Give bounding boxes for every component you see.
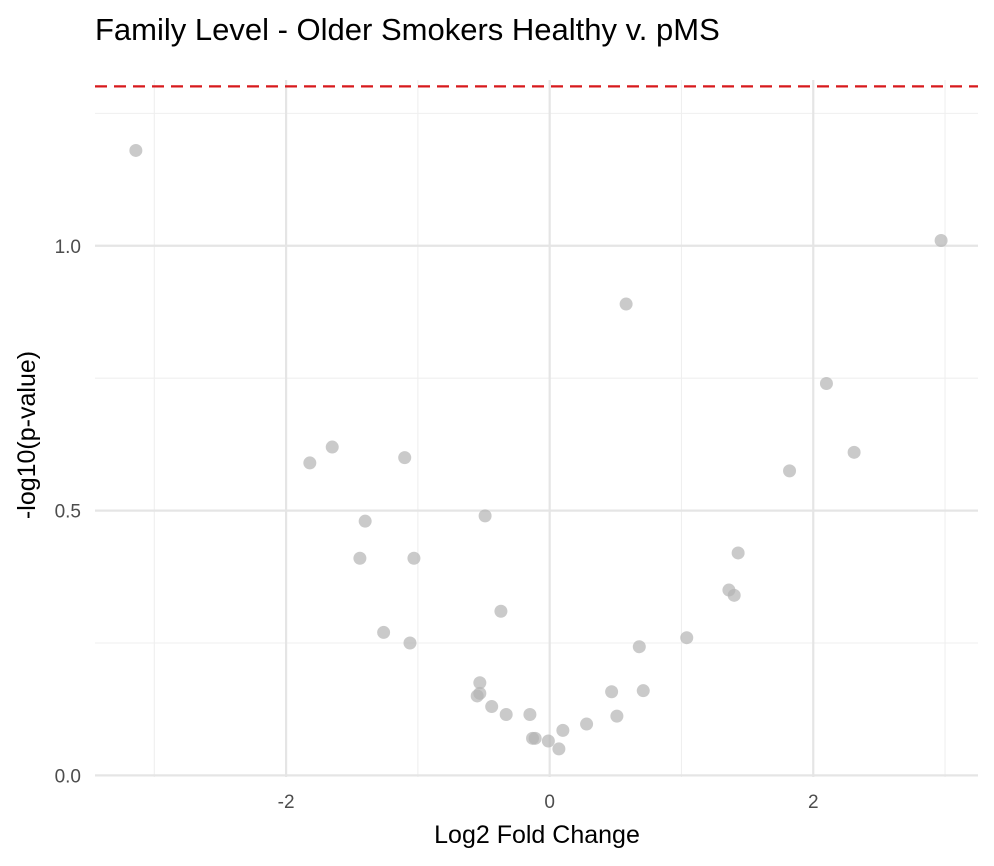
data-point <box>473 676 487 690</box>
data-point <box>303 456 317 470</box>
major-grid <box>95 80 978 777</box>
data-point <box>636 684 650 698</box>
data-point <box>632 640 646 654</box>
data-point <box>556 723 570 737</box>
y-tick-label: 0.0 <box>55 766 81 787</box>
data-point <box>610 709 624 723</box>
data-point <box>727 588 741 602</box>
data-point <box>552 742 566 756</box>
data-point <box>580 717 594 731</box>
data-point <box>605 685 619 699</box>
data-point <box>377 625 391 639</box>
data-point <box>783 464 797 478</box>
data-point <box>934 233 948 247</box>
x-tick-label: 0 <box>544 792 555 813</box>
y-tick-label: 1.0 <box>55 237 81 258</box>
data-point <box>619 297 633 311</box>
y-tick-label: 0.5 <box>55 502 81 523</box>
data-point <box>407 551 421 565</box>
data-point <box>528 731 542 745</box>
data-point <box>523 708 537 722</box>
chart-title: Family Level - Older Smokers Healthy v. … <box>95 12 720 47</box>
x-tick-labels: -2 0 2 <box>278 792 819 813</box>
data-point <box>731 546 745 560</box>
x-tick-label: 2 <box>808 792 819 813</box>
data-point <box>680 631 694 645</box>
data-point <box>398 451 412 465</box>
y-tick-labels: 0.0 0.5 1.0 <box>55 237 81 788</box>
y-axis-label: -log10(p-value) <box>13 351 41 519</box>
data-point <box>403 636 417 650</box>
data-point <box>358 514 372 528</box>
x-tick-label: -2 <box>278 792 295 813</box>
data-point <box>494 604 508 618</box>
data-point <box>499 708 513 722</box>
data-point <box>129 143 143 157</box>
x-axis-label: Log2 Fold Change <box>434 821 640 849</box>
data-point <box>541 734 555 748</box>
data-point <box>353 551 367 565</box>
data-point <box>478 509 492 523</box>
data-point <box>847 445 861 459</box>
data-point <box>485 700 499 714</box>
data-point <box>325 440 339 454</box>
data-point <box>473 686 487 700</box>
minor-grid <box>95 80 978 777</box>
data-point <box>819 376 833 390</box>
data-points <box>129 143 948 756</box>
